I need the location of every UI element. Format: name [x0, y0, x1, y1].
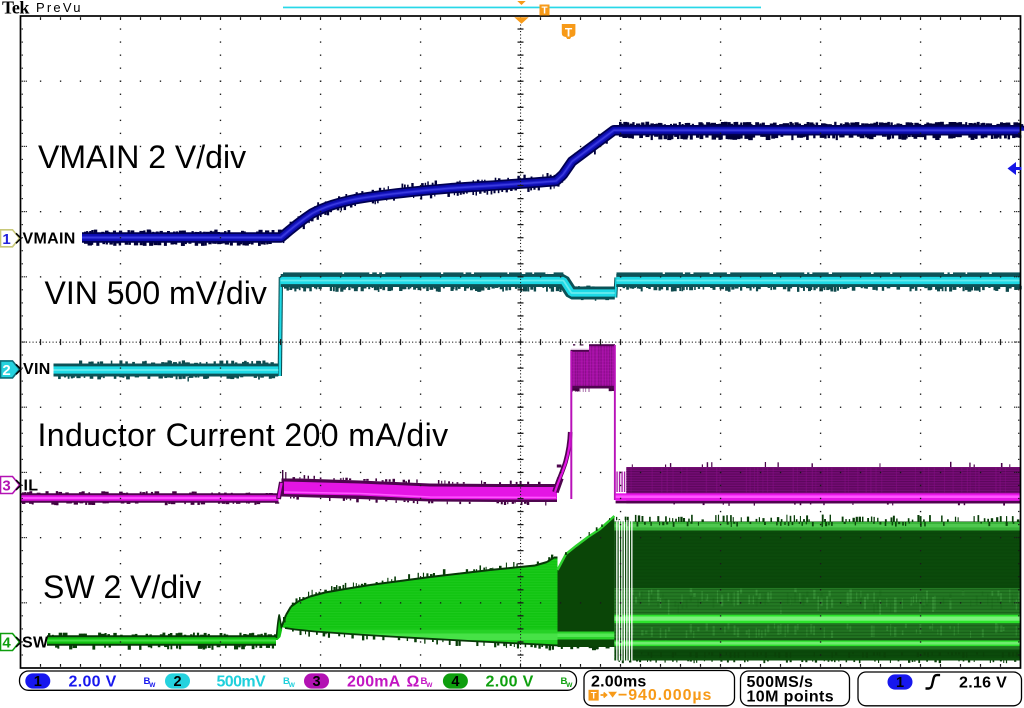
- svg-text:−940.000µs: −940.000µs: [618, 687, 712, 704]
- svg-text:1: 1: [34, 674, 42, 690]
- svg-text:SW: SW: [22, 634, 49, 651]
- svg-text:200mA: 200mA: [347, 673, 401, 690]
- svg-text:VIN 500 mV/div: VIN 500 mV/div: [45, 275, 267, 311]
- svg-text:B: B: [561, 676, 568, 687]
- svg-text:500MS/s: 500MS/s: [747, 674, 814, 691]
- svg-text:W: W: [426, 682, 433, 689]
- svg-text:PreVu: PreVu: [36, 0, 83, 15]
- svg-text:2.00 V: 2.00 V: [486, 673, 534, 690]
- svg-text:B: B: [144, 676, 151, 687]
- svg-text:4: 4: [451, 674, 459, 690]
- svg-text:2.00 V: 2.00 V: [69, 673, 117, 690]
- svg-text:4: 4: [2, 635, 11, 652]
- svg-text:Ω: Ω: [407, 673, 420, 690]
- svg-text:2: 2: [2, 362, 10, 379]
- svg-text:B: B: [283, 676, 290, 687]
- svg-text:T: T: [591, 691, 597, 702]
- svg-text:Inductor Current 200 mA/div: Inductor Current 200 mA/div: [38, 417, 449, 453]
- svg-text:10M points: 10M points: [747, 689, 835, 706]
- svg-text:VMAIN: VMAIN: [23, 231, 76, 248]
- svg-text:2: 2: [173, 674, 181, 690]
- svg-text:500mV: 500mV: [217, 673, 267, 690]
- svg-text:VIN: VIN: [23, 361, 51, 378]
- svg-text:SW 2 V/div: SW 2 V/div: [43, 569, 201, 605]
- svg-text:3: 3: [312, 674, 320, 690]
- svg-text:VMAIN 2 V/div: VMAIN 2 V/div: [38, 139, 246, 175]
- svg-text:B: B: [421, 676, 428, 687]
- svg-text:W: W: [289, 682, 296, 689]
- svg-text:T: T: [541, 5, 547, 16]
- svg-text:3: 3: [2, 478, 10, 495]
- svg-text:1: 1: [2, 231, 10, 248]
- svg-text:2.16 V: 2.16 V: [959, 674, 1007, 691]
- svg-text:W: W: [566, 682, 573, 689]
- svg-text:T: T: [565, 26, 573, 40]
- svg-text:W: W: [149, 682, 156, 689]
- svg-text:2.00ms: 2.00ms: [591, 674, 646, 691]
- svg-text:Tek: Tek: [2, 0, 29, 18]
- svg-text:1: 1: [896, 675, 904, 691]
- svg-text:IL: IL: [24, 477, 39, 494]
